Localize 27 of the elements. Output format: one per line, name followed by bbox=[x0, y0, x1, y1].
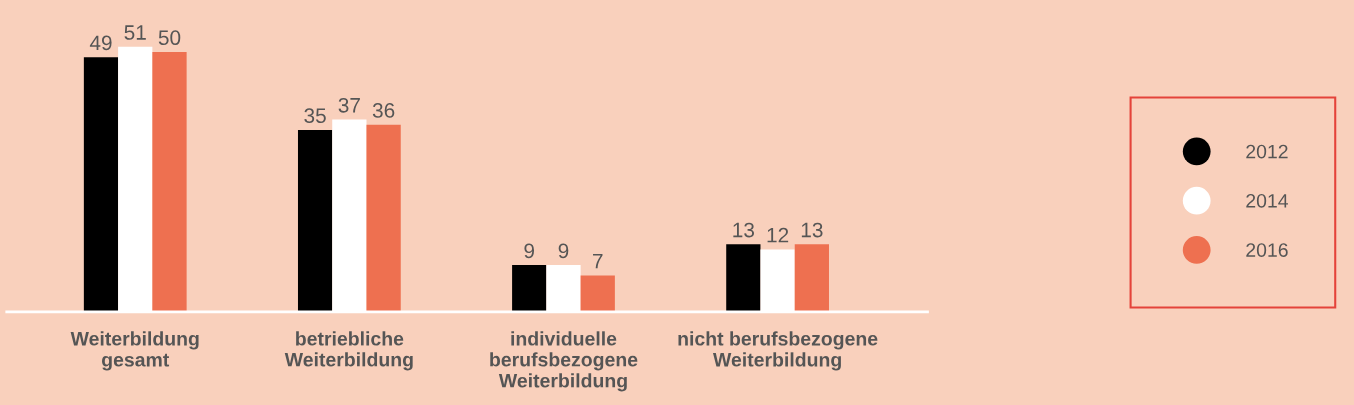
bar bbox=[152, 51, 187, 312]
legend-label: 2014 bbox=[1246, 193, 1288, 208]
data-label: 7 bbox=[593, 254, 603, 269]
data-label: 13 bbox=[733, 222, 755, 238]
x-tick-label: nicht berufsbezogene Weiterbildung bbox=[678, 331, 878, 371]
legend-label: 2016 bbox=[1246, 243, 1288, 257]
legend-label: 2012 bbox=[1246, 144, 1288, 159]
bar bbox=[580, 275, 615, 312]
data-label: 50 bbox=[158, 30, 181, 46]
data-label: 13 bbox=[801, 222, 823, 238]
bar bbox=[726, 244, 761, 312]
bar bbox=[794, 244, 829, 312]
data-label: 49 bbox=[89, 35, 112, 51]
bar bbox=[83, 57, 119, 312]
x-tick-label: betriebliche Weiterbildung bbox=[284, 331, 413, 371]
bar bbox=[366, 124, 401, 312]
data-label: 12 bbox=[767, 227, 789, 243]
x-tick-label: individuelle berufsbezogene Weiterbildung bbox=[490, 331, 638, 392]
data-label: 35 bbox=[304, 108, 326, 124]
data-label: 36 bbox=[372, 103, 395, 118]
data-label: 37 bbox=[338, 97, 360, 113]
data-label: 9 bbox=[558, 243, 569, 259]
bar bbox=[297, 129, 333, 312]
x-tick-label: Weiterbildung gesamt bbox=[70, 331, 199, 371]
data-label: 51 bbox=[124, 25, 146, 40]
bar bbox=[512, 265, 547, 312]
data-label: 9 bbox=[524, 243, 535, 259]
